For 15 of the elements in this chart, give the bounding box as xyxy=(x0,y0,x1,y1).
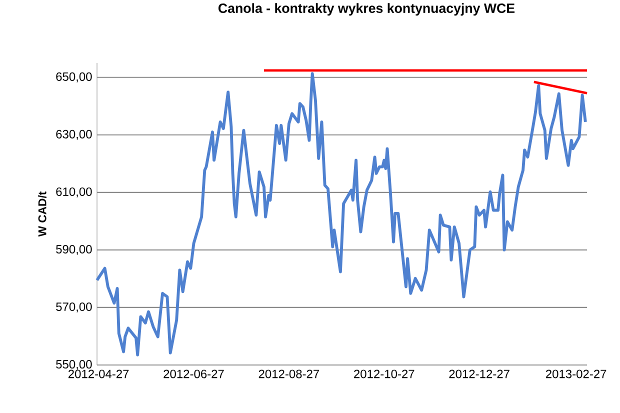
line-series xyxy=(96,72,587,356)
x-tick-label: 2012-10-27 xyxy=(354,370,414,378)
y-tick-label: 650,00 xyxy=(56,72,92,82)
x-tick-label: 2012-06-27 xyxy=(164,370,224,378)
y-tick-label: 590,00 xyxy=(56,244,92,255)
x-tick-label: 2012-12-27 xyxy=(449,370,510,378)
y-tick-label: 610,00 xyxy=(56,187,92,198)
x-tick-label: 2012-04-27 xyxy=(68,370,129,378)
y-tick-label: 550,00 xyxy=(56,360,92,370)
x-tick-label: 2012-08-27 xyxy=(258,370,320,378)
y-tick-label: 630,00 xyxy=(56,130,92,140)
y-tick-label: 570,00 xyxy=(56,302,92,312)
chart-title: Canola - kontrakty wykres kontynuacyjny WCE xyxy=(218,3,515,16)
y-axis-title: W CAD/t xyxy=(38,191,46,237)
x-tick-label: 2013-02-27 xyxy=(546,370,606,378)
